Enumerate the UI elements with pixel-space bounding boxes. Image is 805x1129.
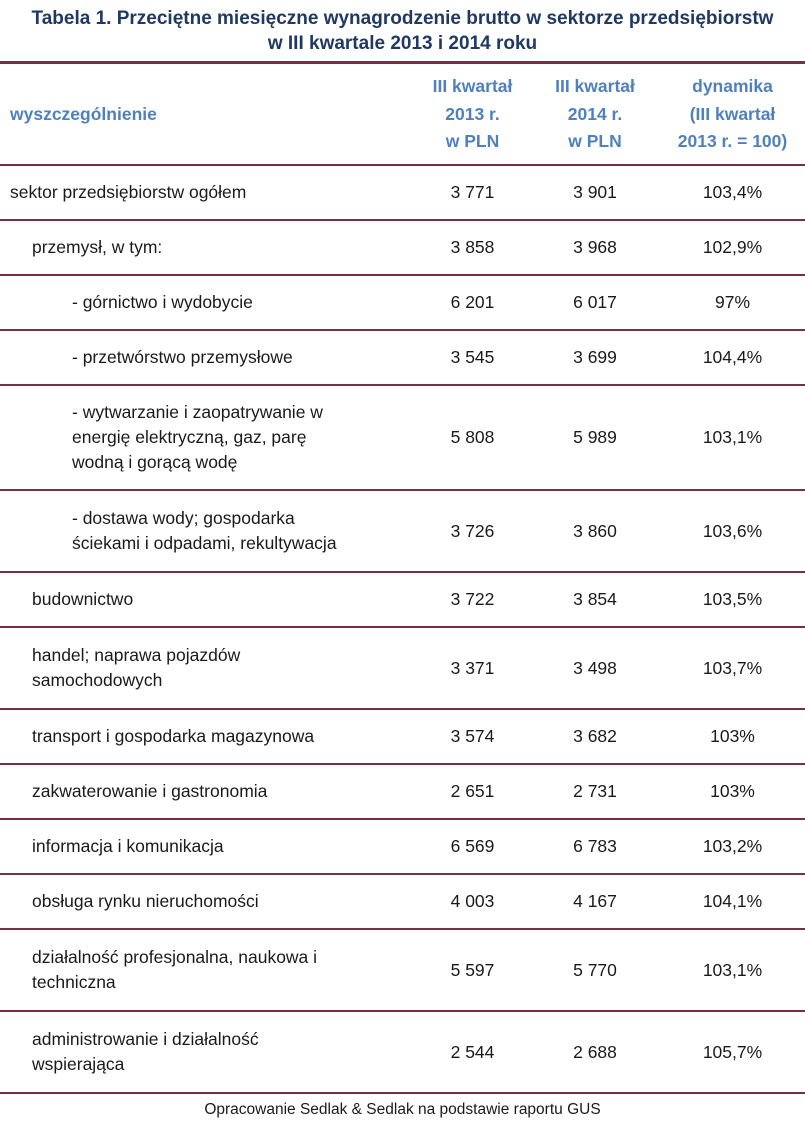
row-label: obsługa rynku nieruchomości [32, 890, 259, 911]
value-dynamics: 97% [714, 292, 751, 313]
value-2014: 3 699 [573, 347, 617, 368]
value-2014: 6 017 [573, 292, 617, 313]
value-2014: 4 167 [573, 891, 617, 912]
table-row: - dostawa wody; gospodarka ściekami i od… [0, 491, 805, 574]
table-row: budownictwo 3 722 3 854 103,5% [0, 573, 805, 629]
header-q3-2013: III kwartał 2013 r. w PLN [432, 76, 513, 151]
source-attribution: Opracowanie Sedlak & Sedlak na podstawie… [204, 1101, 601, 1119]
value-dynamics: 103,2% [702, 836, 763, 857]
row-label: działalność profesjonalna, naukowa i tec… [32, 946, 318, 993]
value-dynamics: 103,6% [702, 520, 763, 541]
value-dynamics: 103,4% [702, 182, 763, 203]
value-2014: 5 989 [573, 427, 617, 448]
value-2013: 3 858 [450, 237, 495, 258]
value-dynamics: 103,5% [702, 589, 763, 610]
table-title: Tabela 1. Przeciętne miesięczne wynagrod… [0, 0, 805, 65]
table-row: handel; naprawa pojazdów samochodowych 3… [0, 628, 805, 711]
row-label: administrowanie i działalność wspierając… [32, 1028, 259, 1075]
row-label: handel; naprawa pojazdów samochodowych [32, 644, 241, 691]
value-2013: 6 201 [450, 292, 495, 313]
row-label: - górnictwo i wydobycie [72, 291, 253, 312]
value-2013: 5 808 [450, 427, 495, 448]
value-2014: 3 854 [573, 589, 617, 610]
table-row: - przetwórstwo przemysłowe 3 545 3 699 1… [0, 331, 805, 387]
row-label: zakwaterowanie i gastronomia [32, 780, 268, 801]
row-label: budownictwo [32, 588, 134, 609]
value-2013: 3 771 [450, 182, 495, 203]
value-2013: 3 545 [450, 347, 495, 368]
value-dynamics: 104,1% [702, 891, 763, 912]
value-2013: 3 722 [450, 589, 495, 610]
value-2013: 3 726 [450, 520, 495, 541]
table-row: zakwaterowanie i gastronomia 2 651 2 731… [0, 765, 805, 821]
value-2013: 5 597 [450, 959, 495, 980]
table-row: działalność profesjonalna, naukowa i tec… [0, 930, 805, 1013]
value-dynamics: 103,1% [702, 427, 763, 448]
value-2013: 3 371 [450, 657, 495, 678]
row-label: - dostawa wody; gospodarka ściekami i od… [72, 507, 337, 554]
value-dynamics: 103,7% [702, 657, 763, 678]
value-dynamics: 103% [710, 726, 755, 747]
value-2013: 2 651 [450, 781, 495, 802]
value-2013: 2 544 [450, 1041, 495, 1062]
header-dynamika: dynamika (III kwartał 2013 r. = 100) [677, 76, 788, 151]
table-header-row: wyszczególnienie III kwartał 2013 r. w P… [0, 64, 805, 167]
value-dynamics: 103% [710, 781, 755, 802]
value-dynamics: 105,7% [702, 1041, 763, 1062]
value-dynamics: 104,4% [702, 347, 763, 368]
value-2014: 3 498 [573, 657, 617, 678]
header-wyszczegolnienie: wyszczególnienie [10, 103, 157, 124]
value-2014: 6 783 [573, 836, 617, 857]
table-row: - wytwarzanie i zaopatrywanie w energię … [0, 386, 805, 492]
value-2014: 3 682 [573, 726, 617, 747]
header-q3-2014: III kwartał 2014 r. w PLN [555, 76, 635, 151]
value-2014: 2 731 [573, 781, 617, 802]
row-label: sektor przedsiębiorstw ogółem [10, 181, 247, 202]
value-2013: 4 003 [450, 891, 495, 912]
table-row: informacja i komunikacja 6 569 6 783 103… [0, 820, 805, 876]
value-2014: 3 860 [573, 520, 617, 541]
value-2014: 5 770 [573, 959, 617, 980]
value-2014: 3 968 [573, 237, 617, 258]
value-2013: 6 569 [450, 836, 495, 857]
value-dynamics: 102,9% [702, 237, 763, 258]
table-row: przemysł, w tym: 3 858 3 968 102,9% [0, 221, 805, 277]
row-label: - przetwórstwo przemysłowe [72, 346, 293, 367]
table-row: sektor przedsiębiorstw ogółem 3 771 3 90… [0, 166, 805, 222]
value-2014: 2 688 [573, 1041, 617, 1062]
table-row: - górnictwo i wydobycie 6 201 6 017 97% [0, 276, 805, 332]
value-2014: 3 901 [573, 182, 617, 203]
table-row: administrowanie i działalność wspierając… [0, 1012, 805, 1095]
value-2013: 3 574 [450, 726, 495, 747]
table-row: transport i gospodarka magazynowa 3 574 … [0, 710, 805, 766]
table-row: obsługa rynku nieruchomości 4 003 4 167 … [0, 875, 805, 931]
row-label: przemysł, w tym: [32, 236, 163, 257]
row-label: - wytwarzanie i zaopatrywanie w energię … [72, 401, 323, 473]
value-dynamics: 103,1% [702, 959, 763, 980]
row-label: transport i gospodarka magazynowa [32, 725, 315, 746]
row-label: informacja i komunikacja [32, 835, 224, 856]
